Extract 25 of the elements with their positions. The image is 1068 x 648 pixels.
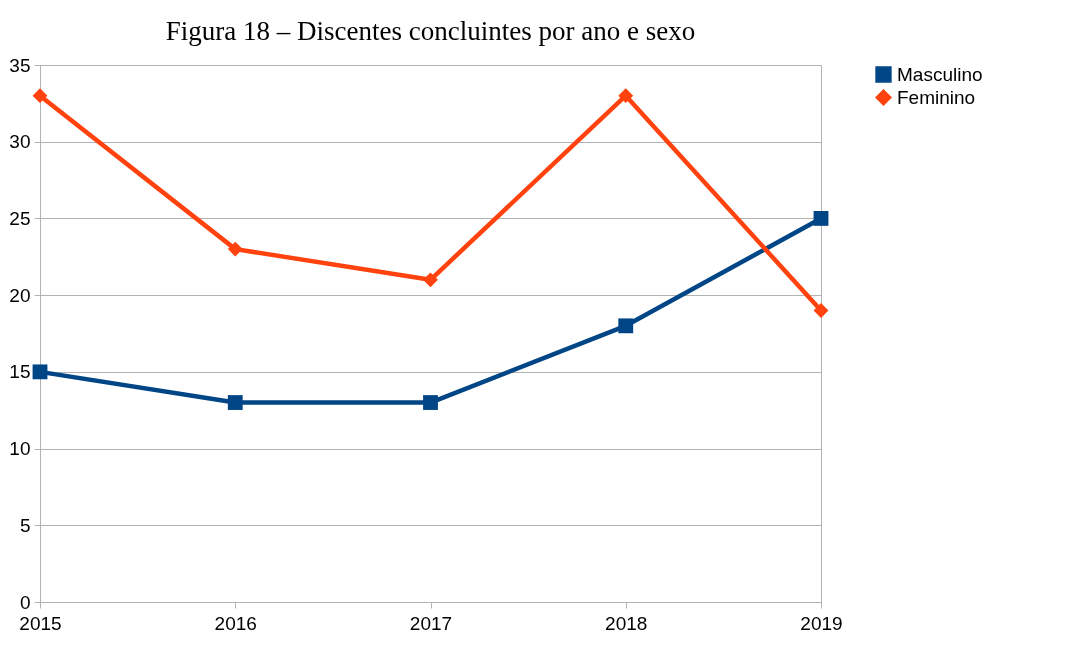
y-tick-label: 25 — [9, 207, 31, 229]
point — [32, 364, 48, 380]
legend-label: Masculino — [897, 63, 983, 85]
y-tick-label: 10 — [9, 438, 31, 460]
y-tick-label: 15 — [9, 361, 31, 383]
point — [813, 211, 829, 226]
x-tick-label: 2016 — [214, 612, 257, 634]
y-tick-label: 20 — [9, 284, 31, 306]
y-tick-label: 0 — [19, 591, 31, 613]
point — [227, 395, 243, 410]
chart-title: Figura 18 – Discentes concluintes por ano e sexo — [165, 16, 696, 46]
y-tick-label: 35 — [9, 54, 31, 76]
x-tick-label: 2018 — [605, 612, 648, 634]
point — [227, 241, 243, 257]
x-tick-label: 2017 — [409, 612, 453, 634]
y-tick-label: 30 — [9, 131, 31, 153]
legend-label: Feminino — [897, 86, 976, 108]
x-tick-label: 2019 — [800, 612, 843, 634]
y-tick-label: 5 — [19, 514, 31, 536]
point — [618, 318, 634, 334]
point — [32, 88, 48, 104]
point — [423, 395, 438, 410]
point — [423, 272, 438, 288]
x-tick-label: 2015 — [19, 612, 62, 634]
point — [618, 88, 634, 104]
